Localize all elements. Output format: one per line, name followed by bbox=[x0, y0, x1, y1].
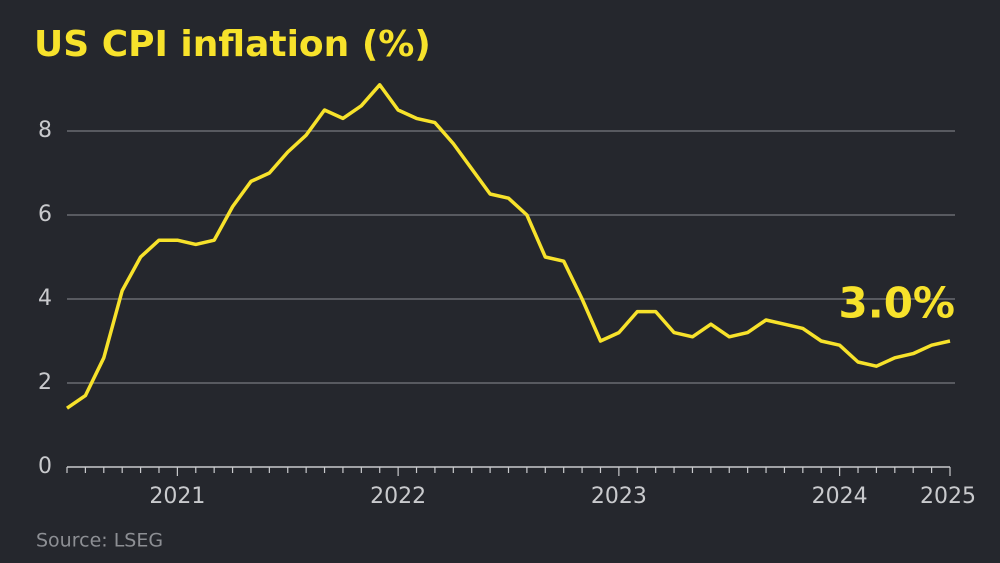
x-tick-label: 2025 bbox=[920, 484, 976, 509]
y-tick-label: 6 bbox=[38, 202, 52, 227]
chart-title: US CPI inflation (%) bbox=[34, 24, 431, 65]
source: Source: LSEG bbox=[36, 530, 163, 552]
x-tick-label: 2024 bbox=[812, 484, 868, 509]
y-tick-label: 4 bbox=[38, 286, 52, 311]
x-tick-label: 2021 bbox=[149, 484, 205, 509]
annotation: 3.0% bbox=[839, 279, 955, 328]
x-tick-label: 2022 bbox=[370, 484, 426, 509]
y-tick-label: 8 bbox=[38, 118, 52, 143]
y-tick-label: 2 bbox=[38, 370, 52, 395]
line bbox=[66, 83, 951, 410]
x-tick-label: 2023 bbox=[591, 484, 647, 509]
y-tick-label: 0 bbox=[38, 454, 52, 479]
